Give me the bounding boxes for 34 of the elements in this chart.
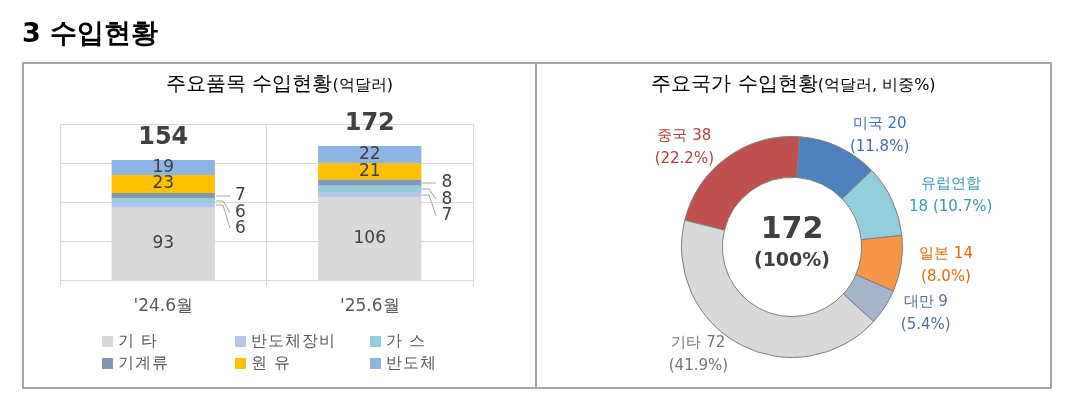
legend-label: 기 타 <box>118 330 159 352</box>
slice-label: 일본 14 (8.0%) <box>919 244 973 285</box>
bar <box>111 160 215 175</box>
legend-label: 가 스 <box>386 330 427 352</box>
x-tick-label: '24.6월 <box>133 295 194 316</box>
bar <box>318 179 422 186</box>
text: (100%) <box>753 247 831 270</box>
slice-label: 대만 9 (5.4%) <box>900 292 951 334</box>
bar <box>318 185 422 193</box>
chart-title: 주요품목 수입현황(억달러) <box>166 71 393 95</box>
legend-label: 기계류 <box>118 352 169 374</box>
slice-label: 기타 72 (41.9%) <box>668 333 729 375</box>
bar <box>318 145 422 164</box>
legend-label: 반도체장비 <box>251 330 336 352</box>
slice-label: 유럽연합 <box>920 173 981 192</box>
data-label: 18 (10.7%) <box>909 196 993 215</box>
text: 3 수입현황 <box>22 16 159 50</box>
data-label: 106 <box>353 227 386 248</box>
legend-label: 원 유 <box>251 352 292 374</box>
x-tick-label: '25.6월 <box>339 295 400 316</box>
slice-label: 중국 38 (22.2%) <box>654 126 714 168</box>
bar <box>111 192 215 199</box>
total-label: 172 <box>344 108 395 137</box>
bar <box>111 198 215 204</box>
legend-label: 반도체 <box>386 352 437 374</box>
total-label: 154 <box>138 122 189 151</box>
slice-label: 미국 20 (11.8%) <box>849 114 910 156</box>
bar <box>318 163 422 180</box>
bar <box>318 192 422 198</box>
text: 172 <box>760 209 824 245</box>
data-label: 93 <box>152 232 175 253</box>
bar <box>111 174 215 193</box>
chart-title: 주요국가 수입현황(억달러, 비중%) <box>651 71 936 95</box>
bar <box>111 203 215 208</box>
